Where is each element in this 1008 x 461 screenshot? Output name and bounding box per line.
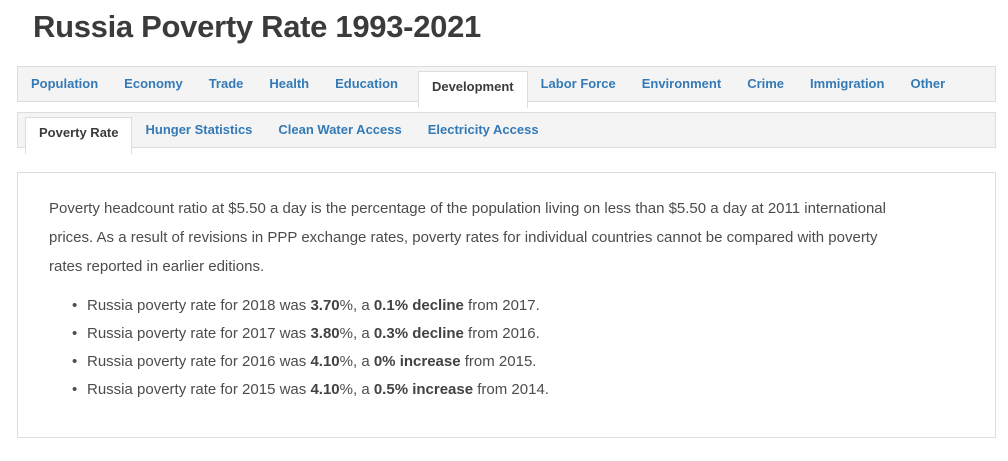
tab-economy[interactable]: Economy [124, 76, 183, 91]
description-paragraph: Poverty headcount ratio at $5.50 a day i… [49, 194, 955, 281]
stat-bold-text: 0.1% decline [373, 297, 464, 314]
subtab-hunger-statistics[interactable]: Hunger Statistics [145, 122, 253, 137]
stat-bold-text: 0.3% decline [373, 325, 464, 342]
tab-immigration[interactable]: Immigration [810, 76, 885, 91]
paragraph-line: Poverty headcount ratio at $5.50 a day i… [49, 200, 886, 217]
stat-text: %, a [339, 297, 374, 314]
stat-bold-text: 4.10 [310, 353, 340, 370]
subtab-clean-water-access[interactable]: Clean Water Access [278, 122, 402, 137]
stat-text: from 2014. [473, 381, 549, 398]
stat-bold-text: 3.80 [310, 325, 340, 342]
tab-crime[interactable]: Crime [747, 76, 785, 91]
tab-education[interactable]: Education [335, 76, 398, 91]
stat-text: Russia poverty rate for 2016 was [87, 353, 311, 370]
tab-trade[interactable]: Trade [208, 76, 244, 91]
poverty-stat-item: Russia poverty rate for 2017 was 3.80%, … [72, 320, 955, 348]
stat-bold-text: 4.10 [310, 381, 340, 398]
stat-text: from 2015. [460, 353, 537, 370]
poverty-stat-item: Russia poverty rate for 2015 was 4.10%, … [72, 376, 955, 404]
subtab-electricity-access[interactable]: Electricity Access [427, 122, 539, 137]
stat-text: from 2017. [463, 297, 540, 314]
poverty-stat-item: Russia poverty rate for 2018 was 3.70%, … [72, 292, 955, 320]
tab-population[interactable]: Population [31, 76, 99, 91]
stat-text: Russia poverty rate for 2017 was [87, 325, 311, 342]
stat-bold-text: 3.70 [310, 297, 340, 314]
stat-text: Russia poverty rate for 2018 was [87, 297, 311, 314]
stat-text: from 2016. [463, 325, 540, 342]
page-title: Russia Poverty Rate 1993-2021 [33, 9, 481, 44]
stat-text: %, a [339, 381, 374, 398]
main-tab-bar: Population Economy Trade Health Education Dev… [17, 66, 996, 108]
stat-text: Russia poverty rate for 2015 was [87, 381, 311, 398]
paragraph-line: rates reported in earlier editions. [49, 258, 265, 275]
tab-other[interactable]: Other [910, 76, 946, 91]
page-container: Russia Poverty Rate 1993-2021 Population… [17, 8, 996, 438]
content-panel: Poverty headcount ratio at $5.50 a day i… [17, 172, 996, 438]
subtab-poverty-rate[interactable]: Poverty Rate [25, 117, 133, 154]
stat-text: %, a [339, 353, 374, 370]
stat-bold-text: 0.5% increase [373, 381, 474, 398]
tab-labor-force[interactable]: Labor Force [540, 76, 616, 91]
poverty-stat-item: Russia poverty rate for 2016 was 4.10%, … [72, 348, 955, 376]
stat-text: %, a [339, 325, 374, 342]
sub-tab-bar: Poverty Rate Hunger Statistics Clean Water… [17, 112, 996, 154]
tab-environment[interactable]: Environment [641, 76, 722, 91]
paragraph-line: prices. As a result of revisions in PPP … [49, 229, 878, 246]
poverty-stats-list: Russia poverty rate for 2018 was 3.70%, … [49, 292, 955, 404]
stat-bold-text: 0% increase [373, 353, 461, 370]
tab-development[interactable]: Development [417, 71, 528, 108]
tab-health[interactable]: Health [269, 76, 310, 91]
